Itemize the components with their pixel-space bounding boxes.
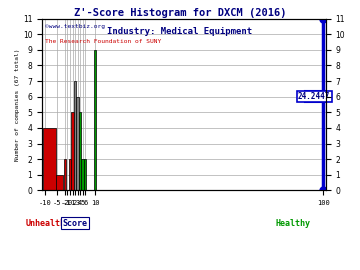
- Text: Score: Score: [63, 218, 87, 228]
- Bar: [76, 97, 78, 190]
- Bar: [84, 159, 86, 190]
- Bar: [94, 50, 96, 190]
- Text: Unhealthy: Unhealthy: [26, 218, 71, 228]
- Bar: [79, 112, 81, 190]
- Text: The Research Foundation of SUNY: The Research Foundation of SUNY: [45, 39, 161, 44]
- Bar: [56, 175, 63, 190]
- Bar: [81, 159, 84, 190]
- Bar: [74, 81, 76, 190]
- Bar: [64, 159, 66, 190]
- Bar: [71, 112, 73, 190]
- Text: ©www.textbiz.org: ©www.textbiz.org: [45, 24, 105, 29]
- Text: 24.2447: 24.2447: [298, 92, 330, 101]
- Text: Industry: Medical Equipment: Industry: Medical Equipment: [107, 27, 253, 36]
- Y-axis label: Number of companies (67 total): Number of companies (67 total): [15, 48, 20, 161]
- Bar: [44, 128, 56, 190]
- Text: Z'-Score Histogram for DXCM (2016): Z'-Score Histogram for DXCM (2016): [74, 8, 286, 18]
- Bar: [322, 34, 324, 190]
- Bar: [69, 159, 71, 190]
- Text: Healthy: Healthy: [275, 218, 310, 228]
